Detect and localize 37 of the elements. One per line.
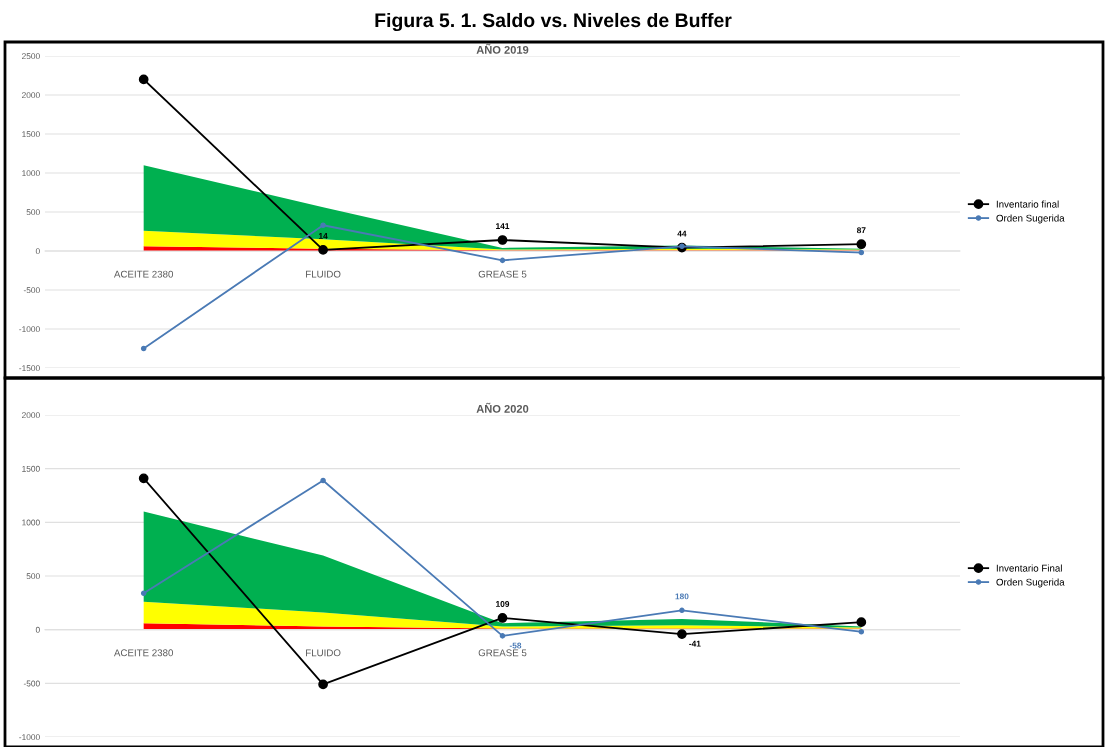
y-tick-label: -1000 xyxy=(19,734,40,741)
legend-label: Inventario final xyxy=(996,200,1059,208)
y-tick-label: 1000 xyxy=(22,170,40,177)
y-tick-label: -500 xyxy=(23,287,40,294)
x-tick-label: GREASE 5 xyxy=(478,270,527,278)
y-tick-label: 0 xyxy=(35,626,40,633)
y-tick-label: 2000 xyxy=(22,412,40,419)
x-tick-label: FLUIDO xyxy=(306,649,341,657)
y-tick-label: 1500 xyxy=(22,465,40,472)
data-label: 14 xyxy=(318,233,328,239)
y-tick-label: 1500 xyxy=(22,131,40,138)
data-label: 180 xyxy=(675,593,689,600)
data-label: 109 xyxy=(496,601,510,607)
chart-title: Figura 5. 1. Saldo vs. Niveles de Buffer xyxy=(375,12,732,32)
y-tick-label: 2000 xyxy=(22,92,40,99)
x-tick-label: FLUIDO xyxy=(306,270,341,278)
x-tick-label: GREASE 5 xyxy=(478,649,527,657)
data-label: 141 xyxy=(496,223,510,229)
x-tick-label: ACEITE 2380 xyxy=(113,270,174,278)
y-tick-label: 1000 xyxy=(22,519,40,526)
legend-label: Orden Sugerida xyxy=(996,578,1065,588)
data-label: -58 xyxy=(509,642,522,649)
chart-title: AÑO 2020 xyxy=(476,402,529,413)
y-tick-label: -1500 xyxy=(19,365,40,372)
data-label: -41 xyxy=(689,640,701,647)
legend-label: Inventario Final xyxy=(996,564,1062,572)
data-label: 44 xyxy=(677,230,687,237)
y-tick-label: -1000 xyxy=(19,326,40,333)
y-tick-label: 0 xyxy=(35,248,40,255)
y-tick-label: -500 xyxy=(23,680,40,687)
y-tick-label: 500 xyxy=(26,209,40,216)
x-tick-label: ACEITE 2380 xyxy=(113,649,174,657)
legend-label: Orden Sugerida xyxy=(996,214,1065,224)
y-tick-label: 2500 xyxy=(22,53,40,60)
y-tick-label: 500 xyxy=(26,573,40,580)
chart-subtitle: AÑO 2019 xyxy=(476,43,529,54)
data-label: 87 xyxy=(856,227,866,234)
